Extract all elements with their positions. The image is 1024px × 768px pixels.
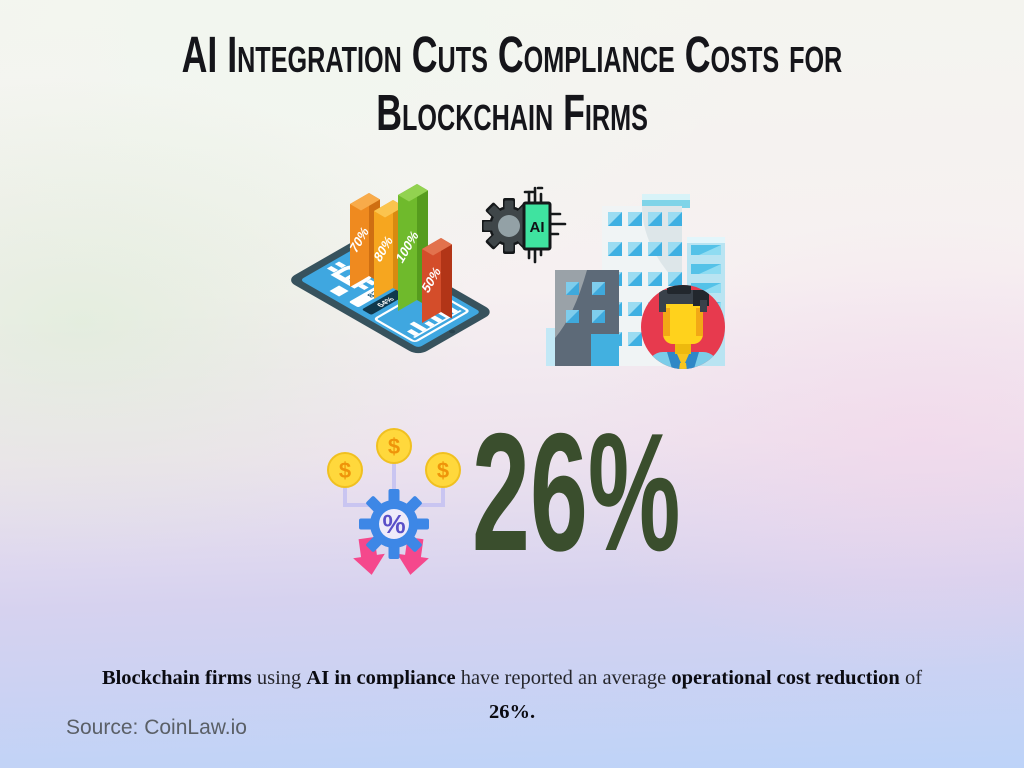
description-segment: using (251, 666, 307, 689)
bar-70: 70% (347, 193, 380, 287)
description-segment: have reported an average (455, 666, 672, 689)
far-left-building (546, 328, 555, 366)
ai-chip-label: AI (530, 219, 545, 236)
businessman-avatar (641, 285, 725, 369)
tablet-camera-dot (449, 329, 456, 334)
description-stat-segment: 26%. (488, 701, 536, 724)
tablet-bar-chart-icon: B 82% 64% 70% 80% 100% (291, 184, 490, 354)
cost-reduction-gear-icon: $ $ $ % (327, 428, 461, 575)
bar-50: 50% (419, 238, 452, 323)
description-line1: Blockchain firms using AI in compliance … (102, 667, 922, 689)
description-segment: of (899, 666, 923, 689)
screen-progress-bar-2 (362, 289, 407, 315)
dollar-symbol: $ (437, 458, 449, 483)
ai-chip-gear-icon: AI (482, 186, 567, 264)
percent-gear: % (359, 489, 429, 559)
city-buildings-businessman-icon (546, 194, 725, 369)
percent-symbol: % (382, 509, 405, 539)
dollar-symbol: $ (339, 458, 351, 483)
coin-connectors (343, 463, 445, 507)
page-title: AI Integration Cuts Compliance Costs for… (0, 26, 1024, 142)
description-bold-segment: Blockchain firms (101, 666, 252, 689)
dollar-coins: $ $ $ (327, 428, 461, 488)
tie-knot (677, 354, 689, 363)
description-bold-segment: operational cost reduction (671, 666, 900, 689)
dollar-symbol: $ (388, 434, 400, 459)
page-title-line1: AI Integration Cuts Compliance Costs for (181, 26, 843, 83)
down-arrow-left (353, 537, 385, 575)
description-bold-segment: AI in compliance (306, 666, 456, 689)
ai-chip-body (522, 201, 552, 251)
chip-pins (523, 186, 567, 264)
page-title-line2: Blockchain Firms (376, 84, 648, 141)
left-building (555, 270, 619, 366)
description: Blockchain firms using AI in compliance … (42, 661, 982, 731)
statistic-value: 26% (472, 398, 681, 586)
bar-100: 100% (393, 184, 428, 311)
source-label: Source: CoinLaw.io (66, 716, 247, 739)
